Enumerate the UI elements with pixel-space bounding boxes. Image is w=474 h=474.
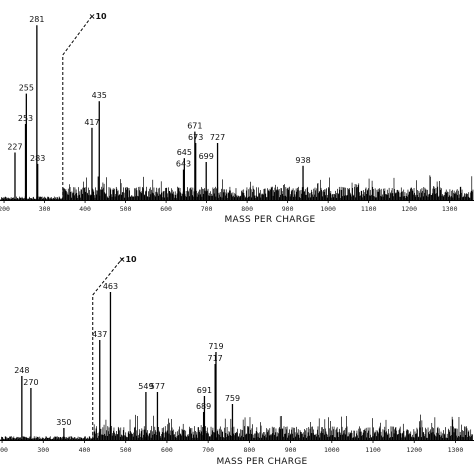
x-tick-label: 1200 bbox=[406, 446, 422, 454]
peak-label: 227 bbox=[7, 143, 22, 152]
x-tick-label: 700 bbox=[202, 446, 214, 454]
peak-label: 281 bbox=[29, 15, 44, 24]
x-tick-label: 300 bbox=[39, 205, 51, 213]
x-tick-label: 1100 bbox=[361, 205, 377, 213]
x-tick-label: 1100 bbox=[365, 446, 381, 454]
scale-factor-label-bottom: ×10 bbox=[119, 255, 137, 264]
peak-label: 463 bbox=[103, 282, 118, 291]
peak-label: 643 bbox=[176, 160, 191, 169]
x-tick-label: 400 bbox=[79, 205, 91, 213]
x-tick-label: 800 bbox=[243, 446, 255, 454]
peak-label: 699 bbox=[199, 152, 214, 161]
peak-label: 437 bbox=[92, 330, 107, 339]
peak-label: 719 bbox=[208, 342, 223, 351]
x-tick-label: 600 bbox=[160, 205, 172, 213]
peak-label: 691 bbox=[197, 386, 212, 395]
x-tick-label: 400 bbox=[79, 446, 91, 454]
scale-change-dash-top bbox=[62, 14, 94, 200]
x-axis-title-bottom: MASS PER CHARGE bbox=[216, 457, 307, 467]
x-tick-label: 1300 bbox=[448, 446, 464, 454]
x-tick-label: 900 bbox=[282, 205, 294, 213]
peak-label: 645 bbox=[177, 148, 192, 157]
noise-baseline-top bbox=[0, 175, 474, 200]
peak-label: 727 bbox=[210, 133, 225, 142]
peak-label: 435 bbox=[92, 91, 107, 100]
x-tick-label: 700 bbox=[201, 205, 213, 213]
peak-label: 283 bbox=[30, 154, 45, 163]
x-tick-label: 800 bbox=[241, 205, 253, 213]
scale-factor-label-top: ×10 bbox=[89, 12, 107, 21]
peak-label: 671 bbox=[187, 122, 202, 131]
x-tick-label: 1200 bbox=[401, 205, 417, 213]
peak-label: 270 bbox=[23, 378, 38, 387]
x-tick-label: 500 bbox=[120, 205, 132, 213]
peak-label: 350 bbox=[56, 418, 71, 427]
peak-label: 577 bbox=[150, 382, 165, 391]
spectrum-top: 200 300 400 500 600 700 800 900 1000 1100 1200 1300… bbox=[0, 12, 474, 225]
peak-labels-top: 227 253 255 281 283 417 435 643 645 671 673 699 727 9… bbox=[7, 15, 310, 168]
x-axis-title-top: MASS PER CHARGE bbox=[224, 215, 315, 225]
peak-label: 689 bbox=[196, 402, 211, 411]
peak-label: 248 bbox=[14, 366, 29, 375]
peak-label: 417 bbox=[84, 118, 99, 127]
peak-label: 938 bbox=[295, 156, 310, 165]
x-tick-label: 900 bbox=[285, 446, 297, 454]
x-tick-label: 200 bbox=[0, 205, 10, 213]
peak-label: 673 bbox=[188, 133, 203, 142]
x-tick-label: 600 bbox=[161, 446, 173, 454]
peak-label: 549 bbox=[138, 382, 153, 391]
peaks-bottom bbox=[21, 292, 234, 440]
x-tick-label: 1000 bbox=[324, 446, 340, 454]
x-tick-label: 300 bbox=[37, 446, 49, 454]
peaks-top bbox=[14, 25, 304, 200]
x-tick-label: 1300 bbox=[442, 205, 458, 213]
x-ticks-bottom: 200 300 400 500 600 700 800 900 1000 1100 1200 1300 bbox=[0, 440, 463, 454]
noise-baseline-bottom bbox=[0, 414, 473, 440]
peak-label: 253 bbox=[18, 114, 33, 123]
peak-label: 759 bbox=[225, 394, 240, 403]
spectrum-bottom: 200 300 400 500 600 700 800 900 1000 1100 1200 1300… bbox=[0, 255, 474, 467]
peak-label: 717 bbox=[208, 354, 223, 363]
x-ticks-top: 200 300 400 500 600 700 800 900 1000 1100 1200 1300 bbox=[0, 200, 458, 213]
x-tick-label: 200 bbox=[0, 446, 8, 454]
x-tick-label: 500 bbox=[120, 446, 132, 454]
x-tick-label: 1000 bbox=[320, 205, 336, 213]
scale-change-dash-bottom bbox=[92, 257, 124, 440]
peak-label: 255 bbox=[19, 84, 34, 93]
